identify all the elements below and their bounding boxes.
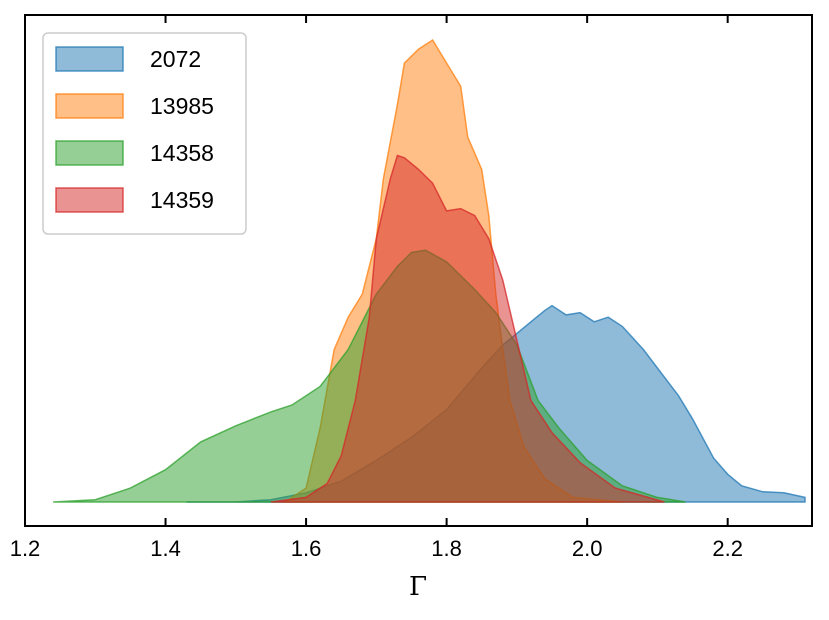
x-tick-label: 2.0 [572, 536, 603, 561]
legend-swatch-2072 [55, 46, 124, 72]
x-tick-label: 1.2 [10, 536, 41, 561]
legend-swatch-13985 [55, 93, 124, 119]
legend-box [42, 32, 247, 235]
x-tick-label: 1.8 [431, 536, 462, 561]
legend-label-13985: 13985 [150, 93, 214, 119]
series-area-14359 [270, 154, 665, 503]
x-tick-label: 2.2 [712, 536, 743, 561]
legend-label-14358: 14358 [150, 140, 214, 166]
x-axis-label: Γ [409, 572, 427, 602]
series-areas [53, 38, 806, 503]
legend: 2072 13985 14358 14359 [42, 32, 247, 235]
legend-swatch-14358 [55, 140, 124, 166]
x-tick-label: 1.4 [150, 536, 181, 561]
plot-frame [24, 14, 813, 527]
legend-swatch-14359 [55, 187, 124, 213]
legend-label-2072: 2072 [150, 46, 201, 72]
legend-label-14359: 14359 [150, 187, 214, 213]
x-axis-ticks: 1.2 1.4 1.6 1.8 2.0 2.2 [10, 15, 743, 561]
x-tick-label: 1.6 [291, 536, 322, 561]
